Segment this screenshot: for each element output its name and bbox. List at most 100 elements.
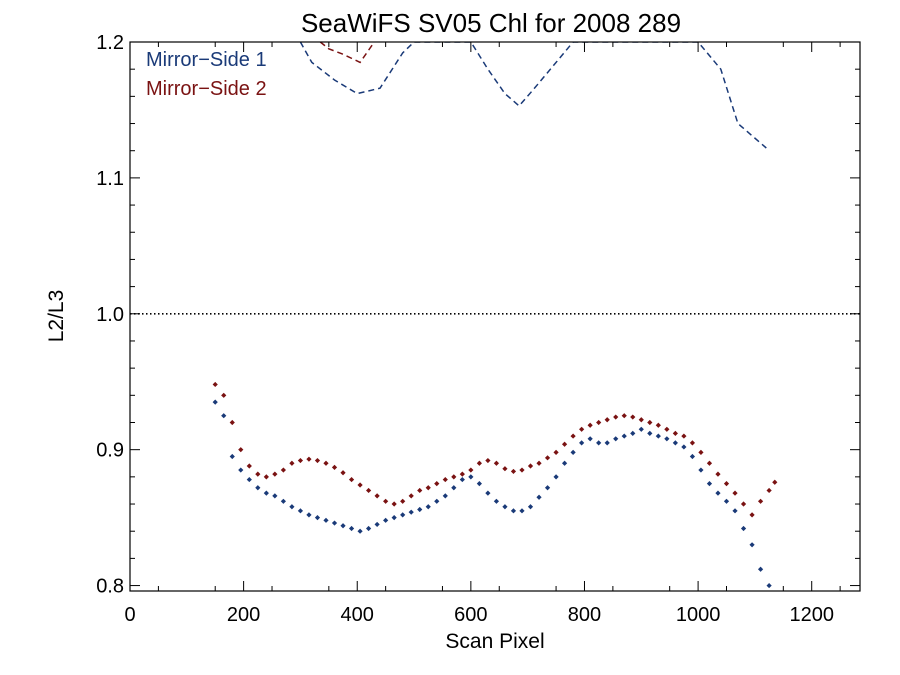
series-1-point xyxy=(638,426,644,432)
series-2-point xyxy=(519,467,525,473)
series-2-point xyxy=(698,449,704,455)
series-2-point xyxy=(732,490,738,496)
axis-ticks: 0 200 400 600 800 1000 1200 0.8 0.9 1.0 1.1 1.2 xyxy=(96,32,860,626)
series-1-point xyxy=(468,474,474,480)
series-1-point xyxy=(553,474,559,480)
x-tick-label: 0 xyxy=(124,604,135,626)
x-axis-label: Scan Pixel xyxy=(445,630,544,653)
series-1-point xyxy=(442,493,448,499)
series-1-point xyxy=(357,528,363,534)
series-1-point xyxy=(681,444,687,450)
series-2-point xyxy=(476,460,482,466)
series-1-point xyxy=(365,525,372,532)
series-1-point xyxy=(740,525,747,532)
series-2-point xyxy=(689,440,696,446)
series-2-point xyxy=(417,487,423,494)
series-1-point xyxy=(749,542,755,548)
series-1-point xyxy=(459,476,465,483)
series-2-point xyxy=(468,467,474,473)
series-1-point xyxy=(536,494,542,500)
series-2-point xyxy=(229,419,235,426)
series-1-point xyxy=(510,508,517,514)
series-1-point xyxy=(425,504,431,510)
x-tick-label: 200 xyxy=(227,604,260,626)
series-1-point xyxy=(272,493,278,499)
series-2-point xyxy=(383,498,389,504)
series-2-point xyxy=(621,413,627,419)
y-tick-label: 1.1 xyxy=(96,168,124,190)
series-2-point xyxy=(493,460,500,466)
series-2-point xyxy=(280,467,286,473)
series-1-point xyxy=(400,512,406,518)
series-1-point xyxy=(289,504,295,510)
series-1-point xyxy=(383,517,389,523)
series-1-point xyxy=(493,498,500,504)
y-tick-label: 0.9 xyxy=(96,440,124,462)
series-2-point xyxy=(723,481,730,487)
series-2-point xyxy=(255,471,261,477)
series-1-point xyxy=(587,436,593,442)
series-2-point xyxy=(638,417,644,423)
series-1-point xyxy=(732,508,738,514)
series-1-point xyxy=(621,433,627,439)
plot-frame xyxy=(129,41,861,592)
series-1-point xyxy=(604,440,610,446)
data-layer xyxy=(212,42,778,589)
series-1-point xyxy=(630,430,636,436)
series-1-point xyxy=(476,481,482,487)
series-1-point xyxy=(706,481,713,487)
series-2-point xyxy=(314,457,321,464)
series-2-point xyxy=(289,460,295,466)
series-2-point xyxy=(544,455,551,461)
y-axis-label: L2/L3 xyxy=(45,290,68,343)
series-1-point xyxy=(579,440,585,446)
series-1-point xyxy=(263,490,269,496)
x-tick-label: 800 xyxy=(568,604,601,626)
series-1-point xyxy=(613,436,619,442)
series-2-point xyxy=(212,381,218,388)
series-2-point xyxy=(451,474,457,480)
series-2-point xyxy=(306,456,312,462)
series-1-point xyxy=(229,453,235,460)
y-tick-label: 1.0 xyxy=(96,304,124,326)
series-1-point xyxy=(314,515,321,521)
series-1-point xyxy=(527,504,534,510)
series-1-point xyxy=(221,413,227,419)
series-1-point xyxy=(664,436,670,442)
series-1-point xyxy=(544,485,551,491)
series-1-point xyxy=(655,433,661,439)
series-1-point xyxy=(451,485,457,491)
series-2-point xyxy=(221,392,227,398)
series-2-point xyxy=(374,493,380,499)
series-1-point xyxy=(596,440,602,446)
series-2-point xyxy=(570,433,576,439)
series-1-point xyxy=(323,517,329,523)
series-2-point xyxy=(442,476,448,483)
series-2-point xyxy=(408,493,414,499)
series-2-point xyxy=(630,414,636,420)
series-1-point xyxy=(255,485,261,491)
x-tick-label: 1000 xyxy=(676,604,721,626)
series-1-point xyxy=(698,467,704,473)
series-1-point xyxy=(238,467,244,473)
series-1-point xyxy=(348,525,355,532)
series-2-point xyxy=(740,501,747,507)
series-1-point xyxy=(485,490,491,496)
series-1-point xyxy=(297,508,304,514)
series-1-point xyxy=(246,476,252,483)
series-1-point xyxy=(408,509,414,515)
series-2-point xyxy=(331,464,338,470)
series-2-point xyxy=(647,419,653,426)
series-2-point xyxy=(510,468,517,475)
series-2-point xyxy=(391,501,397,507)
x-tick-label: 600 xyxy=(454,604,487,626)
legend-mirror-side-2: Mirror−Side 2 xyxy=(146,78,267,100)
legend-mirror-side-1: Mirror−Side 1 xyxy=(146,49,267,71)
series-2-point xyxy=(596,419,602,426)
series-2-point xyxy=(527,463,534,469)
series-1-point xyxy=(306,512,312,518)
series-2-point xyxy=(613,414,619,420)
series-2-point xyxy=(485,457,491,464)
series-2-point xyxy=(579,426,585,432)
